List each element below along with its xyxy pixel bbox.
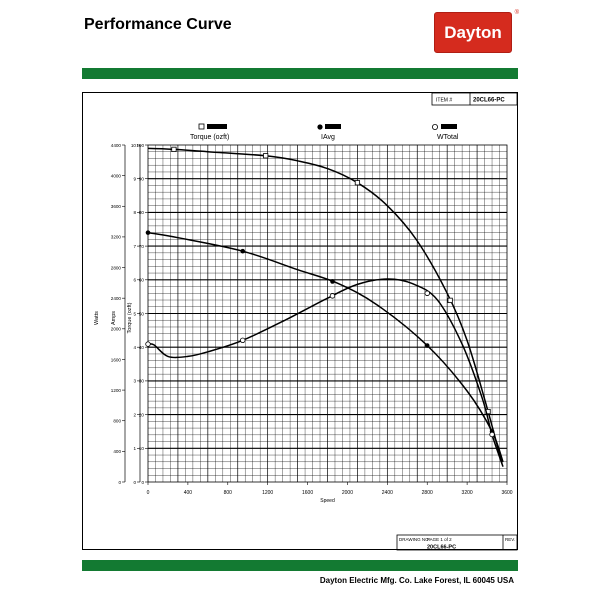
legend-watts: WTotal xyxy=(431,124,459,141)
legend-watts-label: WTotal xyxy=(437,134,459,141)
y-tick-label: 4000 xyxy=(111,173,122,178)
x-tick-label: 2400 xyxy=(382,490,393,496)
series-line-iavg xyxy=(147,231,504,463)
data-point-torque-ozft xyxy=(354,180,361,186)
y-tick-label: 3200 xyxy=(111,235,122,240)
chart-axes: 0 400 800 1200 1600 2000 2400 2800 3200 3600Speed… xyxy=(94,143,513,504)
data-point-wtotal xyxy=(329,293,336,299)
y-tick-label: 5 xyxy=(133,311,136,316)
y-tick-label: 40 xyxy=(139,345,145,350)
y-axis-label: Amps xyxy=(111,311,117,325)
data-point-wtotal xyxy=(489,431,495,438)
y-tick-label: 9 xyxy=(133,177,136,182)
item-number: 20CL66-PC xyxy=(473,98,505,104)
y-tick-label: 0 xyxy=(133,480,136,485)
y-tick-label: 800 xyxy=(113,419,121,424)
y-tick-label: 90 xyxy=(139,177,145,182)
y-tick-label: 1600 xyxy=(111,357,122,362)
y-tick-label: 8 xyxy=(133,210,136,215)
drawing-number-label: DRAWING NO. xyxy=(399,537,430,542)
y-tick-label: 6 xyxy=(133,278,136,283)
data-point-torque-ozft xyxy=(171,146,177,152)
y-tick-label: 7 xyxy=(133,244,136,249)
data-point-wtotal xyxy=(240,337,246,344)
x-tick-label: 1200 xyxy=(262,490,273,496)
legend-amps: IAvg xyxy=(317,124,341,141)
y-tick-label: 80 xyxy=(139,210,145,215)
revision-label: REV. xyxy=(505,537,515,542)
legend-torque-label: Torque (ozft) xyxy=(190,134,229,141)
x-tick-label: 3200 xyxy=(462,490,473,496)
page-indicator: PAGE 1 of 2 xyxy=(427,537,452,542)
chart-series xyxy=(145,146,504,467)
chart-legend: Torque (ozft) IAvg WTotal xyxy=(190,123,459,141)
data-point-iavg xyxy=(424,343,430,348)
y-tick-label: 2 xyxy=(133,412,136,417)
chart-grid xyxy=(147,144,508,483)
legend-swatch xyxy=(207,124,227,129)
y-tick-label: 0 xyxy=(141,480,144,485)
x-tick-label: 2000 xyxy=(342,490,353,496)
legend-swatch xyxy=(325,124,341,129)
data-point-torque-ozft xyxy=(447,297,453,303)
y-tick-label: 60 xyxy=(139,278,145,283)
data-point-iavg xyxy=(330,279,335,284)
y-tick-label: 10 xyxy=(139,446,145,451)
x-tick-label: 3600 xyxy=(501,490,512,496)
x-tick-label: 400 xyxy=(184,490,193,496)
legend-swatch xyxy=(441,124,457,129)
drawing-frame xyxy=(82,92,518,550)
y-tick-label: 1 xyxy=(133,446,136,451)
open-square-marker-icon xyxy=(198,123,205,130)
y-tick-label: 10 xyxy=(131,143,137,148)
series-line-wtotal xyxy=(147,278,504,467)
y-tick-label: 30 xyxy=(139,379,145,384)
data-point-iavg xyxy=(145,230,151,235)
x-tick-label: 0 xyxy=(147,490,150,496)
y-tick-label: 20 xyxy=(139,412,145,417)
y-axis-label: Torque (ozft) xyxy=(127,302,133,333)
item-label: ITEM # xyxy=(436,98,452,104)
data-point-torque-ozft xyxy=(263,153,269,159)
registered-mark-icon: ® xyxy=(514,10,519,16)
data-point-wtotal xyxy=(145,341,151,347)
x-tick-label: 2800 xyxy=(422,490,433,496)
legend-torque: Torque (ozft) xyxy=(190,123,229,141)
y-tick-label: 3600 xyxy=(111,204,122,209)
x-axis-label: Speed xyxy=(320,498,335,504)
y-tick-label: 4 xyxy=(133,345,136,350)
brand-logo: Dayton ® xyxy=(434,10,519,53)
y-tick-label: 4400 xyxy=(111,143,122,148)
y-axis-label: Watts xyxy=(94,311,100,325)
y-tick-label: 100 xyxy=(136,143,144,148)
y-tick-label: 3 xyxy=(133,379,136,384)
data-point-wtotal xyxy=(424,290,430,296)
item-box: ITEM # 20CL66-PC xyxy=(431,92,518,106)
y-tick-label: 0 xyxy=(118,480,121,485)
footer-address: Dayton Electric Mfg. Co. Lake Forest, IL… xyxy=(319,576,514,585)
y-tick-label: 1200 xyxy=(111,388,122,393)
y-tick-label: 70 xyxy=(139,244,145,249)
filled-circle-marker-icon xyxy=(317,124,323,130)
bottom-band xyxy=(82,560,518,571)
y-tick-label: 2400 xyxy=(111,296,122,301)
title-block: DRAWING NO. PAGE 1 of 2 REV. 20CL66-PC xyxy=(396,534,518,551)
y-tick-label: 2000 xyxy=(111,327,122,332)
y-tick-label: 400 xyxy=(113,449,121,454)
x-tick-label: 800 xyxy=(224,490,233,496)
data-point-iavg xyxy=(240,248,246,254)
brand-logo-text: Dayton xyxy=(444,22,502,42)
y-tick-label: 50 xyxy=(139,311,145,316)
y-tick-label: 2800 xyxy=(111,265,122,270)
open-circle-marker-icon xyxy=(431,124,438,131)
legend-amps-label: IAvg xyxy=(321,134,335,141)
x-tick-label: 1600 xyxy=(302,490,313,496)
top-band xyxy=(82,68,518,79)
drawing-number: 20CL66-PC xyxy=(427,545,456,551)
page-title: Performance Curve xyxy=(84,16,232,33)
